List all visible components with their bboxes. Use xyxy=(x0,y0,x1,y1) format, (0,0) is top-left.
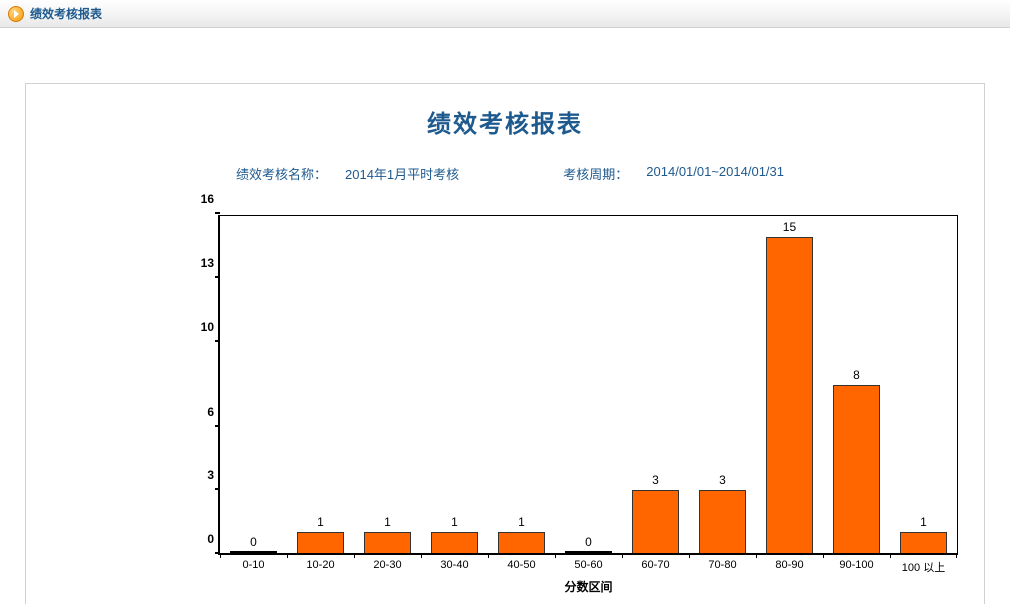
bar-slot: 360-70 xyxy=(622,216,689,553)
bar-slot: 110-20 xyxy=(287,216,354,553)
chart-bars-area: 00-10110-20120-30130-40140-50050-60360-7… xyxy=(220,216,957,553)
y-tick-label: 10 xyxy=(201,320,220,334)
bar-value-label: 0 xyxy=(585,535,592,553)
x-tick-label: 10-20 xyxy=(306,553,334,571)
bar-value-label: 3 xyxy=(719,473,726,491)
x-tick-mark xyxy=(756,553,757,558)
x-tick-label: 40-50 xyxy=(507,553,535,571)
bar: 3 xyxy=(699,490,746,553)
bar-slot: 130-40 xyxy=(421,216,488,553)
y-tick-mark xyxy=(215,488,220,490)
bar: 15 xyxy=(766,237,813,553)
report-panel: 绩效考核报表 绩效考核名称： 2014年1月平时考核 考核周期： 2014/01… xyxy=(25,83,985,604)
bar-value-label: 0 xyxy=(250,535,257,553)
breadcrumb-title: 绩效考核报表 xyxy=(30,5,102,22)
bar: 8 xyxy=(833,385,880,554)
bar-value-label: 1 xyxy=(451,515,458,533)
report-period-label: 考核周期： xyxy=(563,164,628,183)
bar-value-label: 1 xyxy=(920,515,927,533)
bar-value-label: 8 xyxy=(853,368,860,386)
bar-slot: 00-10 xyxy=(220,216,287,553)
x-tick-label: 50-60 xyxy=(574,553,602,571)
report-name: 绩效考核名称： 2014年1月平时考核 xyxy=(236,164,459,183)
bar-value-label: 15 xyxy=(783,220,796,238)
y-tick-mark xyxy=(215,552,220,554)
x-axis-label: 分数区间 xyxy=(564,578,612,595)
bar: 3 xyxy=(632,490,679,553)
bar-value-label: 1 xyxy=(384,515,391,533)
report-name-label: 绩效考核名称： xyxy=(236,164,327,183)
play-circle-icon xyxy=(8,6,24,22)
bar-slot: 120-30 xyxy=(354,216,421,553)
chart-plot-area: 00-10110-20120-30130-40140-50050-60360-7… xyxy=(218,215,958,555)
report-name-value: 2014年1月平时考核 xyxy=(345,164,459,183)
bar-slot: 1580-90 xyxy=(756,216,823,553)
y-tick-mark xyxy=(215,276,220,278)
x-tick-label: 100 以上 xyxy=(902,553,945,575)
bar: 1 xyxy=(498,532,545,553)
x-tick-label: 20-30 xyxy=(373,553,401,571)
bar: 1 xyxy=(297,532,344,553)
bar-slot: 140-50 xyxy=(488,216,555,553)
x-tick-label: 70-80 xyxy=(708,553,736,571)
x-tick-mark xyxy=(421,553,422,558)
x-tick-mark xyxy=(823,553,824,558)
bar: 1 xyxy=(431,532,478,553)
report-period-value: 2014/01/01~2014/01/31 xyxy=(646,164,784,183)
x-tick-mark xyxy=(890,553,891,558)
x-tick-mark xyxy=(956,553,957,558)
bar-slot: 370-80 xyxy=(689,216,756,553)
x-tick-mark xyxy=(354,553,355,558)
y-tick-mark xyxy=(215,425,220,427)
x-tick-label: 90-100 xyxy=(839,553,873,571)
x-tick-mark xyxy=(220,553,221,558)
y-tick-label: 0 xyxy=(207,532,220,546)
y-tick-label: 13 xyxy=(201,256,220,270)
x-tick-mark xyxy=(287,553,288,558)
y-tick-mark xyxy=(215,212,220,214)
x-tick-label: 30-40 xyxy=(440,553,468,571)
bar-slot: 890-100 xyxy=(823,216,890,553)
content-wrapper: 绩效考核报表 绩效考核名称： 2014年1月平时考核 考核周期： 2014/01… xyxy=(0,28,1010,604)
report-meta-row: 绩效考核名称： 2014年1月平时考核 考核周期： 2014/01/01~201… xyxy=(26,164,984,183)
report-period: 考核周期： 2014/01/01~2014/01/31 xyxy=(563,164,784,183)
x-tick-label: 0-10 xyxy=(242,553,264,571)
x-tick-label: 80-90 xyxy=(775,553,803,571)
x-tick-mark xyxy=(488,553,489,558)
x-tick-mark xyxy=(555,553,556,558)
bar-slot: 050-60 xyxy=(555,216,622,553)
chart-container: 00-10110-20120-30130-40140-50050-60360-7… xyxy=(186,203,976,593)
report-title: 绩效考核报表 xyxy=(26,104,984,139)
y-tick-label: 3 xyxy=(207,468,220,482)
bar-value-label: 1 xyxy=(518,515,525,533)
bar-value-label: 3 xyxy=(652,473,659,491)
x-tick-mark xyxy=(689,553,690,558)
y-tick-mark xyxy=(215,340,220,342)
breadcrumb: 绩效考核报表 xyxy=(0,0,1010,28)
bar: 1 xyxy=(364,532,411,553)
y-tick-label: 6 xyxy=(207,405,220,419)
x-tick-label: 60-70 xyxy=(641,553,669,571)
bar-slot: 1100 以上 xyxy=(890,216,957,553)
bar: 1 xyxy=(900,532,947,553)
y-tick-label: 16 xyxy=(201,192,220,206)
x-tick-mark xyxy=(622,553,623,558)
bar-value-label: 1 xyxy=(317,515,324,533)
